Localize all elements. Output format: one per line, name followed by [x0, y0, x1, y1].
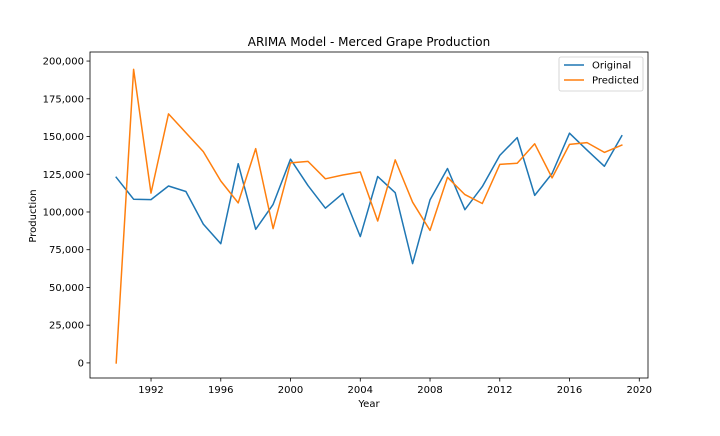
x-axis-label: Year: [357, 399, 380, 410]
y-tick-label: 100,000: [43, 207, 84, 218]
x-tick-label: 2004: [348, 385, 373, 396]
chart-title: ARIMA Model - Merced Grape Production: [248, 35, 491, 49]
legend-label-predicted: Predicted: [592, 76, 639, 87]
legend: Original Predicted: [558, 56, 644, 92]
legend-label-original: Original: [592, 61, 631, 72]
x-tick-label: 2000: [278, 385, 303, 396]
y-tick-label: 200,000: [43, 57, 84, 68]
series-line-original: [115, 132, 623, 265]
y-tick-label: 75,000: [49, 245, 84, 256]
y-tick-label: 50,000: [49, 283, 84, 294]
y-tick-label: 175,000: [43, 94, 84, 105]
x-tick-label: 2020: [627, 385, 652, 396]
y-axis-ticks: 0 25,000 50,000 75,000 100,000 125,000 150,000…: [43, 57, 90, 369]
plot-frame: [89, 51, 649, 379]
x-tick-label: 1996: [208, 385, 233, 396]
series-lines: [115, 68, 623, 364]
x-tick-label: 2012: [487, 385, 512, 396]
x-tick-label: 2008: [417, 385, 442, 396]
x-tick-label: 2016: [557, 385, 582, 396]
y-tick-label: 150,000: [43, 132, 84, 143]
y-tick-label: 0: [78, 358, 84, 369]
y-axis-label: Production: [28, 189, 39, 242]
x-axis-ticks: 1992 1996 2000 2004 2008 2012 2016 2020: [138, 378, 652, 396]
series-line-predicted: [115, 68, 623, 364]
x-tick-label: 1992: [138, 385, 163, 396]
y-tick-label: 125,000: [43, 170, 84, 181]
y-tick-label: 25,000: [49, 321, 84, 332]
